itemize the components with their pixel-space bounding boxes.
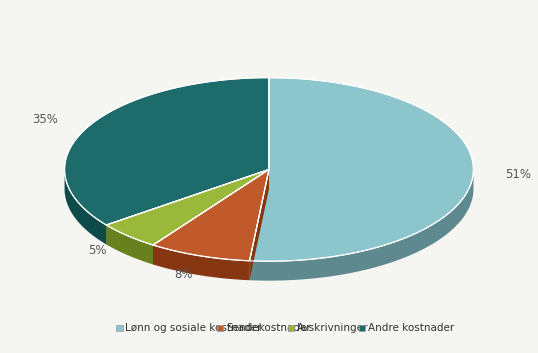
Polygon shape bbox=[153, 169, 269, 264]
Polygon shape bbox=[153, 169, 269, 264]
Polygon shape bbox=[250, 169, 269, 280]
Text: 5%: 5% bbox=[88, 244, 106, 257]
Text: 8%: 8% bbox=[174, 268, 193, 281]
Text: Avskrivninger: Avskrivninger bbox=[297, 323, 369, 333]
Text: 35%: 35% bbox=[33, 113, 59, 126]
Text: Sendekostnader: Sendekostnader bbox=[226, 323, 311, 333]
Polygon shape bbox=[153, 169, 269, 261]
Polygon shape bbox=[107, 169, 269, 244]
Text: 51%: 51% bbox=[505, 168, 531, 181]
Polygon shape bbox=[250, 169, 269, 280]
Polygon shape bbox=[250, 78, 473, 261]
FancyBboxPatch shape bbox=[359, 325, 365, 331]
FancyBboxPatch shape bbox=[288, 325, 294, 331]
Polygon shape bbox=[65, 78, 269, 225]
Polygon shape bbox=[107, 169, 269, 245]
FancyBboxPatch shape bbox=[217, 325, 223, 331]
FancyBboxPatch shape bbox=[116, 325, 123, 331]
Text: Lønn og sosiale kostnader: Lønn og sosiale kostnader bbox=[125, 323, 261, 333]
Polygon shape bbox=[107, 225, 153, 264]
Polygon shape bbox=[65, 170, 107, 244]
Polygon shape bbox=[250, 170, 473, 281]
Text: Andre kostnader: Andre kostnader bbox=[368, 323, 454, 333]
Polygon shape bbox=[153, 245, 250, 280]
Polygon shape bbox=[107, 169, 269, 244]
